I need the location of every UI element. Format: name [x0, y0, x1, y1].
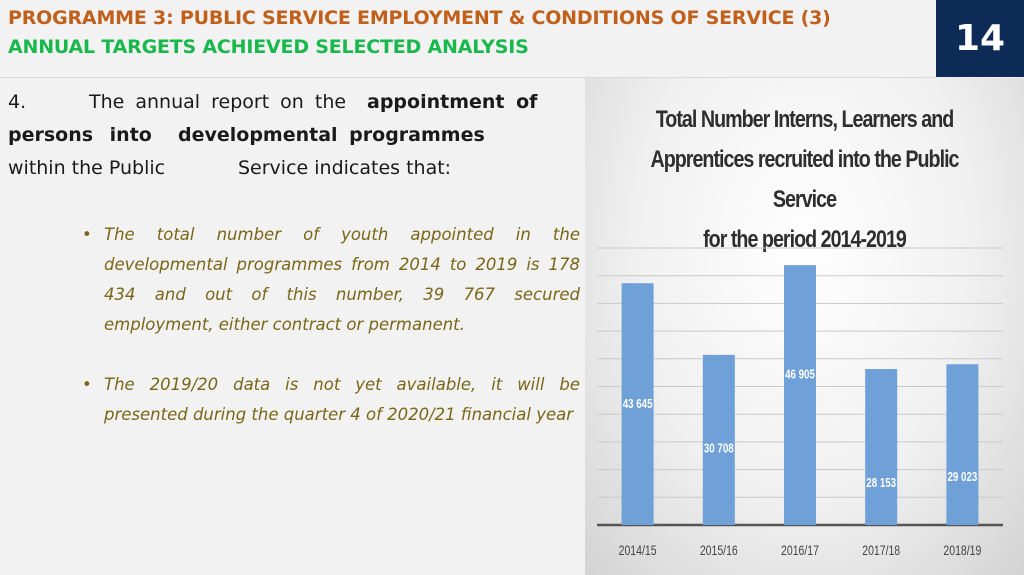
chart-bar: [621, 283, 654, 525]
chart-title-line: Total Number Interns, Learners and: [655, 106, 955, 133]
slide-header: PROGRAMME 3: PUBLIC SERVICE EMPLOYMENT &…: [0, 0, 936, 78]
chart-bar: [865, 369, 898, 525]
slide-title-line2: ANNUAL TARGETS ACHIEVED SELECTED ANALYSI…: [8, 36, 529, 58]
bullet-dot-icon: •: [82, 225, 92, 244]
bullet-dot-icon: •: [82, 375, 92, 394]
chart-title-line: Apprentices recruited into the Public Se…: [650, 146, 959, 213]
intro-line-2: persons into developmental programmes: [8, 121, 540, 154]
intro-text-part2: within the Public: [8, 157, 166, 179]
x-tick-label: 2018/19: [943, 543, 981, 559]
intro-text-part1: The annual report on the: [89, 91, 347, 113]
bar-value-label: 28 153: [866, 477, 896, 491]
x-tick-label: 2017/18: [862, 543, 900, 559]
bar-value-label: 43 645: [623, 398, 653, 412]
intro-text-part3: Service indicates that:: [238, 157, 452, 179]
bullet-list: • The total number of youth appointed in…: [82, 220, 580, 460]
intro-bold-part2: persons into: [8, 124, 152, 146]
x-tick-label: 2014/15: [619, 543, 657, 559]
intro-bold-part3: developmental programmes: [178, 124, 485, 146]
intro-number: 4.: [8, 91, 27, 113]
intro-bold-part1: appointment of: [367, 91, 538, 113]
bullet-item: • The total number of youth appointed in…: [82, 220, 580, 340]
bar-value-label: 30 708: [704, 442, 734, 456]
bullet-text: The total number of youth appointed in t…: [104, 225, 580, 334]
bar-value-label: 29 023: [947, 471, 977, 485]
intro-paragraph: 4. The annual report on the appointment …: [8, 88, 540, 187]
chart-bar: [946, 364, 979, 525]
chart-bar: [702, 354, 735, 525]
bullet-item: • The 2019/20 data is not yet available,…: [82, 370, 580, 430]
intro-line-1: 4. The annual report on the appointment …: [8, 88, 540, 121]
page-number: 14: [936, 0, 1024, 77]
chart-bar: [784, 265, 816, 525]
intro-line-3: within the Public Service indicates that…: [8, 154, 540, 187]
bullet-text: The 2019/20 data is not yet available, i…: [104, 375, 580, 424]
chart-plot: 43 645 2014/15 30 708 2015/16 46 905 2016/17 2…: [597, 247, 1003, 559]
x-tick-label: 2015/16: [700, 543, 738, 559]
recruitment-chart: Total Number Interns, Learners and Appre…: [585, 78, 1024, 575]
bar-value-label: 46 905: [785, 368, 815, 382]
x-tick-label: 2016/17: [781, 543, 819, 559]
slide-title-line1: PROGRAMME 3: PUBLIC SERVICE EMPLOYMENT &…: [8, 7, 831, 29]
